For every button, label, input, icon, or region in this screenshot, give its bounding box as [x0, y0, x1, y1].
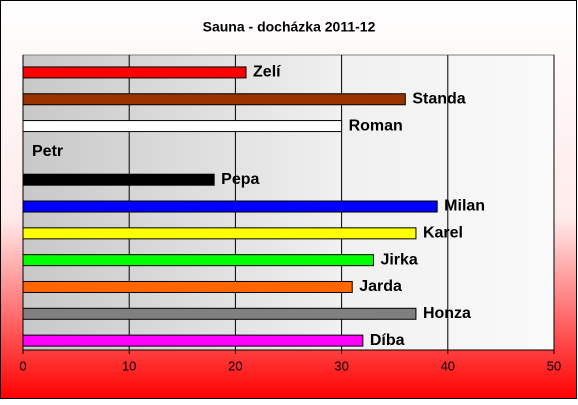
- x-tick-label: 50: [547, 358, 561, 373]
- bar: [22, 93, 406, 106]
- bar: [22, 66, 247, 79]
- x-tick-label: 10: [122, 358, 136, 373]
- bar-label: Jirka: [380, 251, 417, 268]
- bar: [22, 307, 417, 320]
- bar: [22, 254, 374, 267]
- bar-label: Pepa: [221, 171, 259, 188]
- bar-label: Petr: [32, 143, 63, 160]
- bar-label: Díba: [370, 332, 405, 349]
- bar: [22, 334, 364, 347]
- x-tick-label: 20: [228, 358, 242, 373]
- bar: [22, 227, 417, 240]
- bar-label: Milan: [444, 198, 485, 215]
- bar-label: Honza: [423, 305, 471, 322]
- bar: [22, 200, 438, 213]
- x-tick-label: 0: [19, 358, 26, 373]
- bar-label: Jarda: [359, 278, 402, 295]
- bar: [22, 173, 215, 186]
- bar-label: Roman: [349, 117, 403, 134]
- bar-label: Standa: [412, 90, 465, 107]
- bar-label: Zelí: [253, 64, 281, 81]
- bar: [22, 120, 343, 133]
- x-tick-label: 30: [334, 358, 348, 373]
- x-tick-label: 40: [441, 358, 455, 373]
- chart-title: Sauna - docházka 2011-12: [203, 19, 376, 35]
- bar: [22, 280, 353, 293]
- bar-label: Karel: [423, 225, 463, 242]
